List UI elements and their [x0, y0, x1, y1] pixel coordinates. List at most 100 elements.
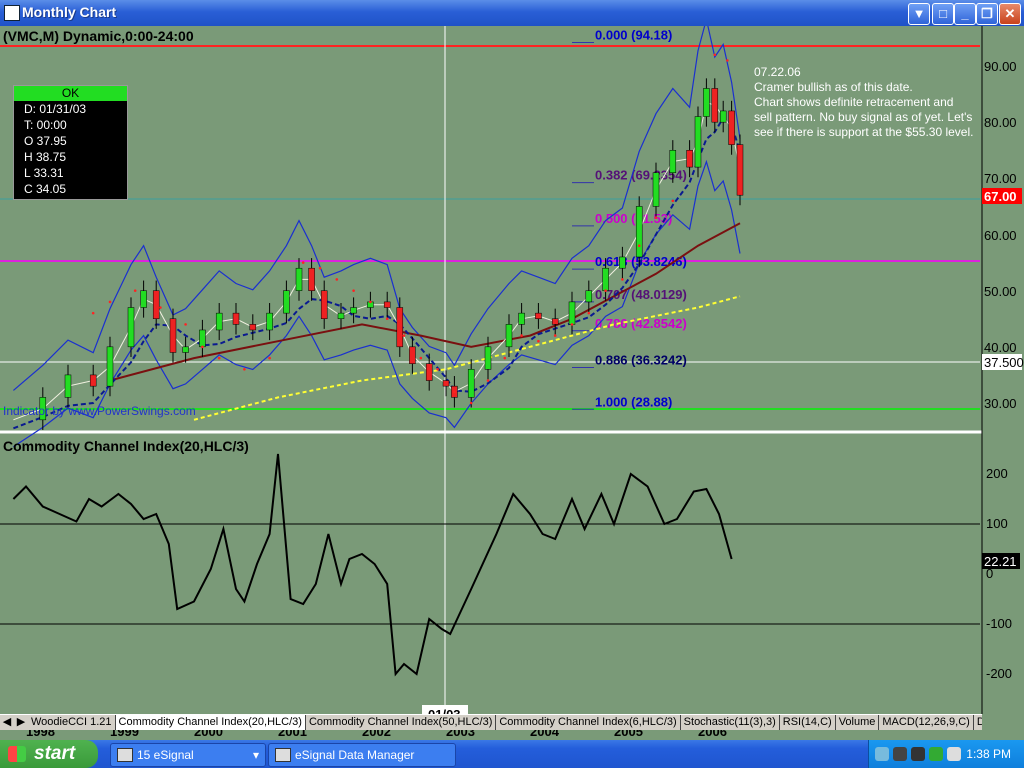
sar-dot	[385, 317, 389, 321]
volume-icon[interactable]	[947, 747, 961, 761]
tab-rsi[interactable]: RSI(14,C)	[780, 715, 836, 730]
fib-level-label: 0.707 (48.0129)	[595, 287, 687, 302]
candle-body	[64, 374, 72, 398]
ohlc-low: L 33.31	[24, 166, 64, 180]
taskbar: start 15 eSignal ▾ eSignal Data Manager …	[0, 740, 1024, 768]
sar-dot	[453, 390, 456, 394]
printer-icon[interactable]	[911, 747, 925, 761]
taskbar-item-label: eSignal Data Manager	[295, 748, 415, 762]
sar-dot	[402, 334, 406, 337]
tab-cci-50[interactable]: Commodity Channel Index(50,HLC/3)	[306, 715, 497, 730]
candle-body	[266, 312, 273, 331]
sar-dot	[318, 266, 322, 270]
candle-body	[602, 267, 609, 291]
layout-button[interactable]: □	[932, 3, 954, 25]
sar-dot	[243, 368, 246, 371]
tab-scroll-left-icon[interactable]: ◀	[2, 716, 12, 728]
annotation-line: Cramer bullish as of this date.	[754, 80, 913, 94]
minimize-button[interactable]: _	[954, 3, 976, 25]
candle-body	[89, 374, 97, 387]
sar-dot	[726, 59, 729, 62]
restore-button[interactable]: ❐	[976, 3, 998, 25]
candle-body	[703, 88, 710, 117]
window-titlebar[interactable]: Monthly Chart ▼ □ _ ❐ ✕	[0, 0, 1024, 26]
candle-body	[215, 312, 223, 331]
cci-value-label: 22.21	[984, 554, 1017, 569]
crosshair-price-badge	[982, 354, 1022, 370]
fib-level-label: 0.886 (36.3242)	[595, 352, 687, 367]
tab-cci-6[interactable]: Commodity Channel Index(6,HLC/3)	[496, 715, 681, 730]
moving-average-50-line	[109, 222, 741, 382]
cci-tick: 200	[986, 466, 1008, 481]
sar-dot	[537, 339, 540, 343]
tray-expand-icon[interactable]	[875, 747, 889, 761]
sar-dot	[133, 289, 137, 292]
candle-body	[169, 318, 177, 353]
candle-body	[728, 110, 735, 145]
cci-value-badge	[982, 553, 1020, 569]
sar-dot	[520, 334, 523, 337]
fib-level-label: 0.000 (94.18)	[595, 28, 672, 43]
chart-canvas[interactable]: 0.000 (94.18) 0.382 (69.2354) 0.500 (61.53…	[0, 19, 1024, 740]
candle-body	[106, 346, 114, 387]
sar-dot	[671, 199, 675, 203]
cci-title: Commodity Channel Index(20,HLC/3)	[3, 438, 249, 454]
candle-body	[199, 329, 206, 348]
price-tick: 50.00	[984, 284, 1017, 299]
candle-body	[711, 88, 719, 123]
fib-level-label: 0.500 (61.53)	[595, 211, 672, 226]
candle-body	[535, 312, 542, 319]
dropdown-button[interactable]: ▼	[908, 3, 930, 25]
sar-dot	[201, 345, 204, 349]
start-button[interactable]: start	[0, 740, 98, 768]
sar-dot	[184, 323, 187, 326]
price-tick: 70.00	[984, 171, 1017, 186]
tab-woodie-cci[interactable]: WoodieCCI 1.21	[28, 715, 116, 730]
candle-body	[152, 290, 160, 319]
security-icon[interactable]	[929, 747, 943, 761]
esignal-icon	[117, 748, 133, 762]
app-icon	[4, 5, 20, 21]
sar-dot	[352, 289, 355, 292]
candle-body	[551, 318, 559, 325]
tab-cci-20[interactable]: Commodity Channel Index(20,HLC/3)	[115, 715, 306, 730]
last-price-badge	[982, 188, 1022, 204]
tab-scroll-right-icon[interactable]: ▶	[16, 716, 26, 728]
ohlc-open: O 37.95	[24, 134, 67, 148]
candle-body	[320, 290, 328, 319]
taskbar-item-esignal[interactable]: 15 eSignal ▾	[110, 743, 266, 767]
study-tabs: ◀ ▶ WoodieCCI 1.21 Commodity Channel Index(…	[0, 714, 982, 730]
candle-body	[39, 397, 47, 421]
taskbar-item-label: 15 eSignal	[137, 748, 194, 762]
sar-dot	[553, 334, 557, 337]
tab-stochastic[interactable]: Stochastic(11(3),3)	[681, 715, 780, 730]
candle-body	[337, 312, 345, 319]
sar-dot	[621, 278, 624, 281]
candle-body	[736, 144, 744, 196]
sar-dot	[91, 311, 95, 315]
candle-body	[283, 290, 290, 314]
candle-body	[350, 307, 357, 314]
tab-volume[interactable]: Volume	[836, 715, 880, 730]
system-tray: 1:38 PM	[868, 740, 1024, 768]
tab-dire[interactable]: Dire	[974, 715, 982, 730]
candle-body	[686, 150, 693, 168]
close-button[interactable]: ✕	[999, 3, 1021, 25]
price-tick: 80.00	[984, 115, 1017, 130]
candle-body	[585, 290, 593, 303]
candle-body	[568, 301, 576, 325]
chart-area[interactable]: 0.000 (94.18) 0.382 (69.2354) 0.500 (61.53…	[0, 19, 1024, 740]
candle-body	[484, 346, 492, 370]
sar-dot	[469, 401, 473, 405]
tab-macd[interactable]: MACD(12,26,9,C)	[879, 715, 974, 730]
sar-dot	[570, 323, 574, 326]
moving-average-10-line	[13, 116, 741, 430]
candle-body	[383, 301, 391, 308]
candle-body	[719, 110, 727, 123]
network-icon[interactable]	[893, 747, 907, 761]
taskbar-item-data-manager[interactable]: eSignal Data Manager	[268, 743, 456, 767]
start-label: start	[34, 743, 76, 764]
ok-status[interactable]: OK	[14, 86, 127, 101]
sar-dot	[369, 300, 372, 304]
ohlc-high: H 38.75	[24, 150, 67, 164]
